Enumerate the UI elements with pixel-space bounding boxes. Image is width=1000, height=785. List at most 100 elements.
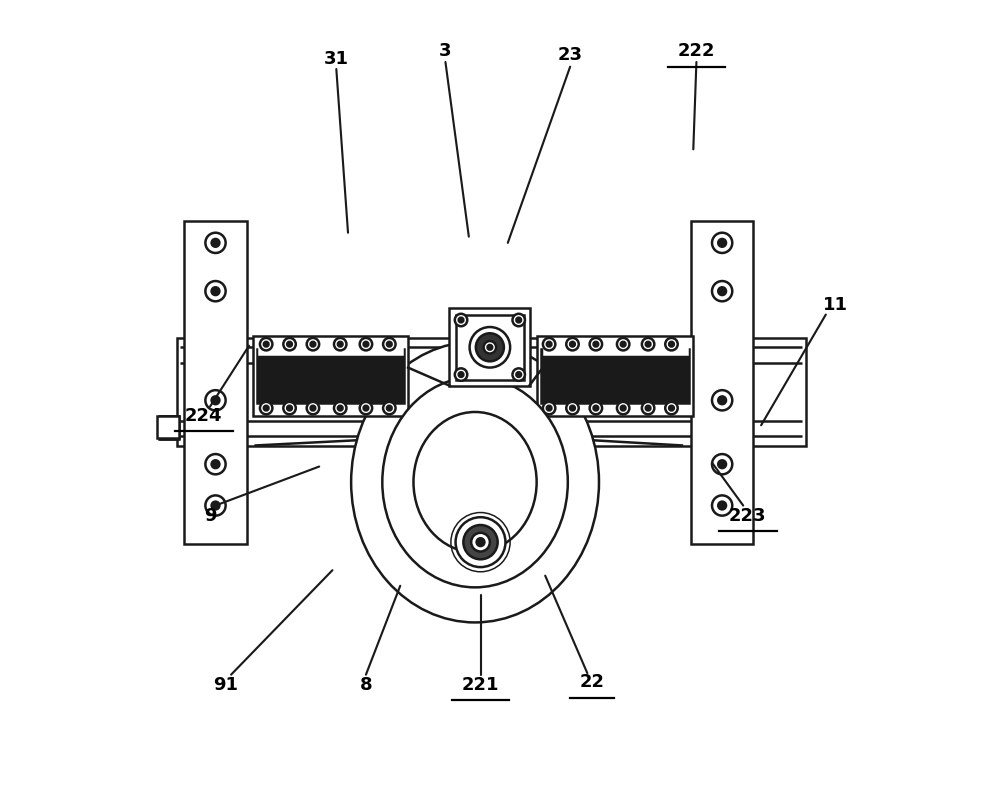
Circle shape: [205, 454, 226, 474]
Circle shape: [311, 341, 315, 346]
Circle shape: [646, 341, 650, 346]
Circle shape: [334, 402, 346, 414]
Circle shape: [484, 341, 496, 353]
Circle shape: [516, 372, 521, 377]
Bar: [159, 416, 179, 440]
Circle shape: [621, 406, 625, 411]
Circle shape: [264, 341, 269, 346]
Text: 224: 224: [185, 407, 223, 425]
Text: 223: 223: [729, 506, 767, 524]
Circle shape: [712, 390, 732, 411]
Circle shape: [456, 517, 505, 567]
Bar: [157, 416, 179, 438]
Text: 11: 11: [823, 296, 848, 314]
Circle shape: [646, 406, 650, 411]
Circle shape: [617, 338, 629, 350]
Circle shape: [338, 406, 343, 411]
Circle shape: [212, 502, 219, 509]
Circle shape: [718, 396, 726, 404]
Circle shape: [264, 406, 269, 411]
Circle shape: [459, 318, 463, 323]
Circle shape: [260, 402, 272, 414]
Circle shape: [516, 318, 521, 323]
Text: 3: 3: [439, 42, 452, 60]
Circle shape: [621, 341, 625, 346]
Circle shape: [212, 460, 219, 468]
Circle shape: [488, 345, 492, 349]
Bar: [184, 221, 247, 545]
Circle shape: [387, 406, 392, 411]
Bar: [541, 349, 689, 403]
Circle shape: [642, 338, 654, 350]
Circle shape: [718, 239, 726, 246]
Circle shape: [212, 396, 219, 404]
Circle shape: [205, 232, 226, 253]
Circle shape: [470, 327, 510, 367]
Text: 9: 9: [204, 506, 216, 524]
Circle shape: [287, 406, 292, 411]
Circle shape: [570, 406, 575, 411]
Circle shape: [307, 402, 319, 414]
Circle shape: [476, 334, 504, 361]
Circle shape: [364, 406, 368, 411]
Bar: [257, 349, 404, 403]
Bar: [449, 309, 530, 386]
Circle shape: [338, 341, 343, 346]
Circle shape: [617, 402, 629, 414]
Ellipse shape: [413, 412, 537, 553]
Circle shape: [547, 341, 551, 346]
Text: 91: 91: [213, 676, 238, 694]
Text: 221: 221: [462, 676, 499, 694]
Circle shape: [669, 341, 674, 346]
Circle shape: [283, 402, 296, 414]
Circle shape: [512, 368, 525, 381]
Circle shape: [594, 341, 598, 346]
Circle shape: [712, 232, 732, 253]
Circle shape: [512, 314, 525, 327]
Text: 31: 31: [324, 50, 349, 68]
Circle shape: [387, 341, 392, 346]
Circle shape: [543, 402, 555, 414]
Circle shape: [205, 390, 226, 411]
Circle shape: [566, 338, 579, 350]
Text: 222: 222: [678, 42, 715, 60]
Circle shape: [383, 402, 396, 414]
Circle shape: [364, 341, 368, 346]
Circle shape: [594, 406, 598, 411]
Circle shape: [642, 402, 654, 414]
Circle shape: [718, 502, 726, 509]
Circle shape: [360, 338, 372, 350]
Circle shape: [712, 454, 732, 474]
Circle shape: [669, 406, 674, 411]
Circle shape: [260, 338, 272, 350]
Circle shape: [477, 539, 484, 546]
Bar: [259, 345, 402, 353]
Circle shape: [455, 314, 467, 327]
Bar: [456, 315, 524, 380]
Text: 8: 8: [360, 676, 372, 694]
Circle shape: [718, 287, 726, 295]
Circle shape: [455, 368, 467, 381]
Bar: [544, 345, 687, 353]
Circle shape: [712, 281, 732, 301]
Circle shape: [334, 338, 346, 350]
Bar: [537, 337, 693, 416]
Bar: [691, 221, 753, 545]
Circle shape: [360, 402, 372, 414]
Circle shape: [463, 525, 498, 559]
Text: 23: 23: [558, 46, 583, 64]
Circle shape: [566, 402, 579, 414]
Circle shape: [547, 406, 551, 411]
Circle shape: [287, 341, 292, 346]
Circle shape: [471, 533, 490, 552]
Ellipse shape: [351, 341, 599, 623]
Text: 22: 22: [579, 674, 604, 692]
Circle shape: [590, 402, 602, 414]
Circle shape: [205, 495, 226, 516]
Circle shape: [307, 338, 319, 350]
Bar: [253, 337, 408, 416]
Circle shape: [212, 287, 219, 295]
Circle shape: [570, 341, 575, 346]
Circle shape: [590, 338, 602, 350]
Bar: [177, 338, 806, 446]
